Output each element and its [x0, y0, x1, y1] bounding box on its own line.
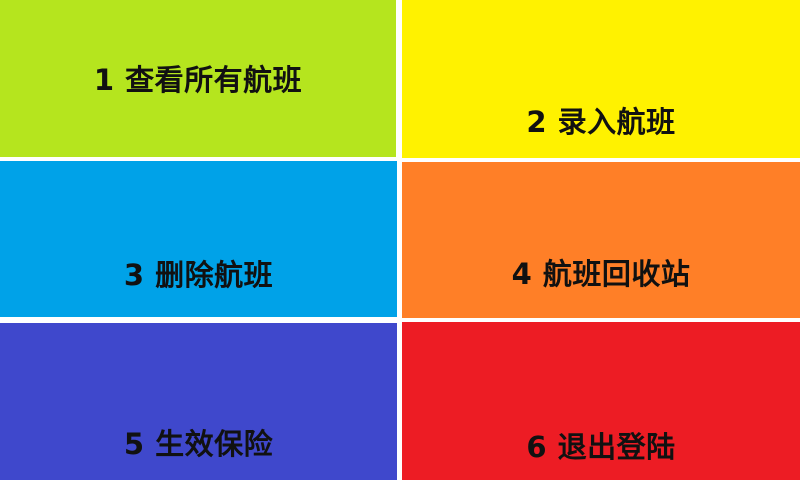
delete-flight-tile[interactable]: 3 删除航班	[0, 161, 397, 317]
delete-flight-label: 3 删除航班	[123, 258, 274, 292]
activate-insurance-label: 5 生效保险	[123, 426, 274, 461]
add-flight-tile[interactable]: 2 录入航班	[402, 0, 800, 158]
add-flight-label: 2 录入航班	[526, 105, 676, 139]
logout-label: 6 退出登陆	[526, 430, 676, 464]
flight-recycle-bin-label: 4 航班回收站	[511, 257, 691, 291]
view-all-flights-label: 1 查看所有航班	[93, 62, 303, 97]
activate-insurance-tile[interactable]: 5 生效保险	[0, 323, 397, 480]
logout-tile[interactable]: 6 退出登陆	[402, 322, 800, 480]
flight-recycle-bin-tile[interactable]: 4 航班回收站	[402, 162, 800, 318]
view-all-flights-tile[interactable]: 1 查看所有航班	[0, 0, 396, 157]
